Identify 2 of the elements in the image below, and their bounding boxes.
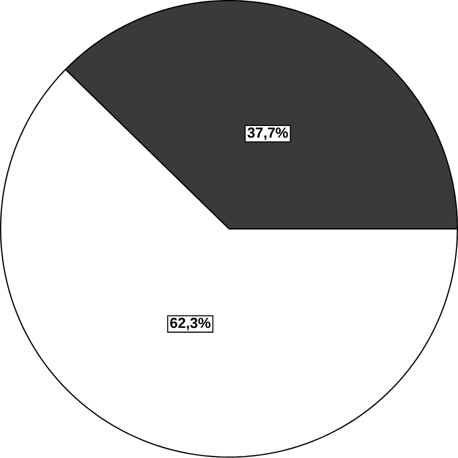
data-label: 37,7% [247, 128, 288, 140]
data-label: 62,3% [170, 318, 210, 330]
